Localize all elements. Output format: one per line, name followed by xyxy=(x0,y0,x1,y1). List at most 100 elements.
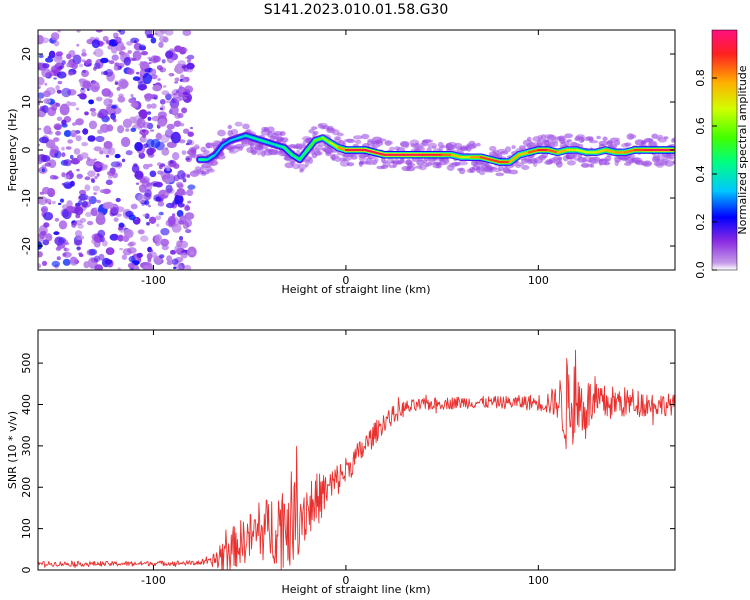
noise-speckle xyxy=(63,130,72,137)
ridge-halo xyxy=(305,160,310,168)
ridge-halo xyxy=(458,167,466,175)
noise-speckle xyxy=(122,248,132,256)
noise-speckle xyxy=(129,116,137,124)
noise-speckle xyxy=(166,141,177,148)
ridge-halo xyxy=(457,160,468,166)
ridge-halo xyxy=(314,144,324,151)
noise-speckle xyxy=(147,56,152,60)
ridge-halo xyxy=(201,170,210,175)
noise-speckle xyxy=(93,192,97,196)
noise-speckle xyxy=(159,99,166,105)
noise-speckle xyxy=(170,131,181,144)
ridge-halo xyxy=(663,136,669,140)
noise-speckle xyxy=(180,123,185,127)
noise-speckle xyxy=(116,86,121,91)
ridge-halo xyxy=(227,124,232,130)
noise-speckle xyxy=(75,107,80,111)
ridge-halo xyxy=(354,139,362,144)
ridge-segment xyxy=(306,139,317,152)
noise-speckle xyxy=(174,81,179,84)
noise-speckle xyxy=(38,102,41,106)
noise-speckle xyxy=(131,57,137,62)
noise-speckle xyxy=(159,254,165,259)
ridge-halo xyxy=(624,142,632,147)
noise-speckle xyxy=(118,222,125,229)
noise-speckle xyxy=(184,212,195,220)
noise-speckle xyxy=(40,155,51,162)
noise-speckle xyxy=(66,53,72,60)
ridge-halo xyxy=(242,123,250,130)
snr-ytick-label: 200 xyxy=(20,477,33,498)
noise-speckle xyxy=(82,80,92,89)
noise-speckle xyxy=(84,60,89,66)
noise-speckle xyxy=(160,238,170,247)
noise-speckle xyxy=(63,181,73,189)
noise-speckle xyxy=(158,35,168,43)
noise-speckle xyxy=(170,105,179,116)
noise-speckle xyxy=(166,261,173,265)
noise-speckle xyxy=(53,54,63,63)
noise-speckle xyxy=(61,172,66,178)
noise-speckle xyxy=(120,45,126,51)
noise-speckle xyxy=(148,62,152,64)
ridge-segment xyxy=(267,141,278,147)
ridge-halo xyxy=(403,143,409,149)
ridge-halo xyxy=(280,137,289,143)
noise-speckle xyxy=(41,63,50,69)
noise-speckle xyxy=(38,76,45,86)
noise-speckle xyxy=(61,152,66,158)
ridge-segment xyxy=(546,148,559,154)
ridge-halo xyxy=(628,134,637,139)
ridge-halo xyxy=(258,145,269,150)
noise-speckle xyxy=(170,249,176,255)
ridge-segment xyxy=(508,153,521,164)
ridge-halo xyxy=(217,129,226,137)
noise-speckle xyxy=(51,260,60,268)
noise-speckle xyxy=(186,54,195,60)
ridge-segment xyxy=(594,148,607,154)
ridge-halo xyxy=(560,139,566,144)
ridge-halo xyxy=(375,141,384,146)
noise-speckle xyxy=(120,136,131,148)
noise-speckle xyxy=(102,35,109,42)
noise-speckle xyxy=(152,84,162,92)
ridge-halo xyxy=(671,137,675,143)
noise-speckle xyxy=(68,170,73,174)
noise-speckle xyxy=(57,80,63,85)
ridge-halo xyxy=(521,165,530,170)
colorbar-tick-label: 0.8 xyxy=(694,69,707,87)
noise-speckle xyxy=(129,241,136,246)
spectrogram-ytick-label: 0 xyxy=(20,147,33,154)
noise-speckle xyxy=(103,98,113,107)
noise-speckle xyxy=(105,154,110,158)
noise-speckle xyxy=(100,57,109,64)
noise-speckle xyxy=(119,247,123,251)
noise-speckle xyxy=(181,150,187,156)
noise-speckle xyxy=(45,57,54,63)
ridge-halo xyxy=(536,139,544,147)
ridge-halo xyxy=(334,156,342,162)
ridge-halo xyxy=(365,161,375,166)
ridge-halo xyxy=(672,160,675,165)
noise-speckle xyxy=(44,198,52,204)
noise-speckle xyxy=(81,201,89,208)
noise-speckle xyxy=(56,71,67,79)
noise-speckle xyxy=(58,220,68,230)
noise-speckle xyxy=(157,201,165,207)
noise-speckle xyxy=(115,213,122,217)
noise-speckle xyxy=(69,256,78,266)
noise-speckle xyxy=(82,128,89,135)
noise-speckle xyxy=(109,233,119,241)
noise-speckle xyxy=(146,221,150,226)
noise-speckle xyxy=(76,235,85,241)
noise-speckle xyxy=(148,204,151,208)
snr-ylabel: SNR (10 * v/v) xyxy=(6,411,19,489)
noise-speckle xyxy=(172,152,180,161)
noise-speckle xyxy=(69,154,74,160)
noise-speckle xyxy=(125,210,134,218)
noise-speckle xyxy=(75,118,84,126)
noise-speckle xyxy=(157,118,167,128)
ridge-halo xyxy=(399,158,405,164)
noise-speckle xyxy=(38,251,43,258)
noise-speckle xyxy=(187,184,196,190)
